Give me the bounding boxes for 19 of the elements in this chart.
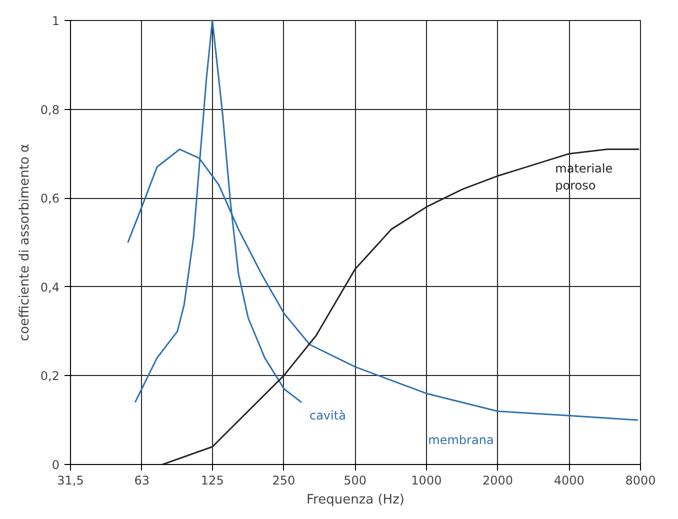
x-tick-label: 1000 (411, 474, 442, 488)
x-tick-label: 500 (344, 474, 367, 488)
y-tick-label: 0,6 (40, 192, 60, 206)
x-tick-label: 125 (200, 474, 224, 488)
x-axis-title: Frequenza (Hz) (306, 492, 404, 508)
x-tick-label: 250 (272, 474, 296, 488)
y-axis-title: coefficiente di assorbimento α (17, 144, 32, 342)
y-tick-label: 0,4 (40, 280, 60, 294)
series-label: cavità (309, 408, 346, 422)
x-tick-label: 31,5 (57, 474, 84, 488)
series-label: membrana (428, 433, 494, 448)
x-tick-label: 4000 (554, 474, 584, 488)
y-tick-label: 0,2 (40, 369, 60, 384)
y-tick-label: 0,8 (40, 102, 60, 117)
y-tick-label: 0 (52, 458, 60, 472)
x-tick-label: 2000 (482, 474, 514, 488)
y-tick-label: 1 (52, 14, 60, 28)
x-tick-label: 63 (134, 474, 150, 488)
x-tick-label: 8000 (625, 474, 656, 488)
